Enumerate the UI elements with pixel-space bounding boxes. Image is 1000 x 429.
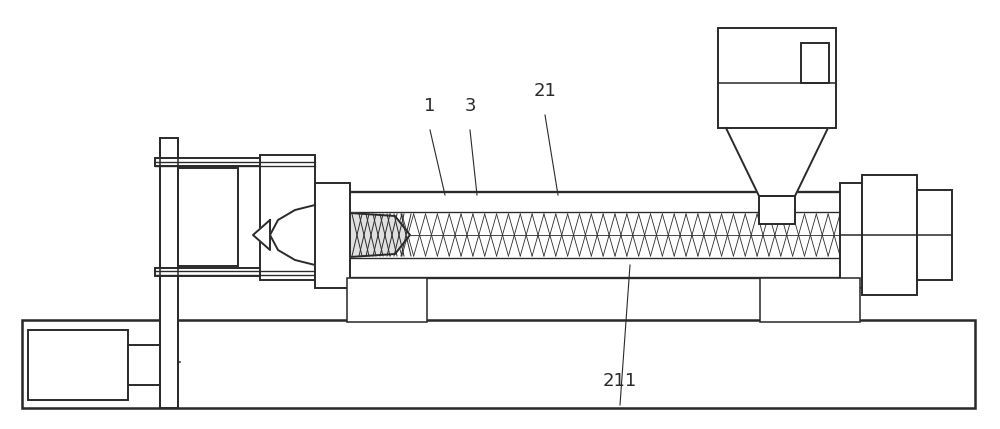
Text: 21: 21	[534, 82, 556, 100]
Polygon shape	[253, 220, 270, 250]
Polygon shape	[270, 205, 315, 265]
Bar	[155, 158, 315, 166]
Bar	[760, 278, 860, 322]
Bar	[178, 168, 238, 266]
Polygon shape	[350, 213, 410, 257]
Bar	[759, 196, 795, 224]
Bar	[917, 190, 952, 280]
Bar	[347, 192, 858, 278]
Bar	[160, 138, 178, 408]
Bar	[840, 183, 862, 288]
Bar	[28, 330, 128, 400]
Bar	[347, 278, 427, 322]
Bar	[260, 155, 315, 280]
Text: 3: 3	[464, 97, 476, 115]
Bar	[155, 268, 315, 276]
Bar	[22, 320, 975, 408]
Bar	[315, 183, 350, 288]
Bar	[862, 175, 917, 295]
Bar	[128, 345, 163, 385]
Text: 211: 211	[603, 372, 637, 390]
Polygon shape	[726, 128, 828, 196]
Text: 1: 1	[424, 97, 436, 115]
Bar	[801, 43, 829, 83]
Bar	[718, 28, 836, 128]
